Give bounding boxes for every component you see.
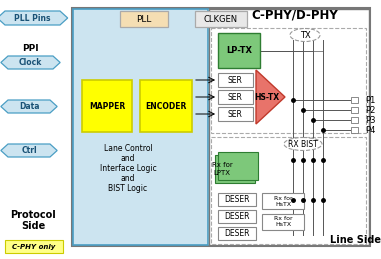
Bar (218, 152, 258, 180)
Text: Rx for: Rx for (274, 196, 292, 200)
Polygon shape (256, 70, 285, 124)
Bar (215, 155, 255, 183)
Text: P4: P4 (365, 126, 375, 134)
Text: DESER: DESER (224, 229, 250, 238)
Text: P2: P2 (365, 105, 375, 114)
Bar (218, 210, 256, 223)
Ellipse shape (284, 138, 322, 150)
Text: Clock: Clock (19, 58, 42, 67)
Text: BIST Logic: BIST Logic (109, 183, 147, 192)
Text: Rx for: Rx for (274, 217, 292, 221)
Text: PLL: PLL (136, 15, 152, 24)
Bar (351, 97, 358, 103)
Text: CLKGEN: CLKGEN (204, 15, 238, 24)
Text: C-PHY/D-PHY: C-PHY/D-PHY (251, 9, 338, 21)
Bar (218, 33, 260, 68)
Text: ENCODER: ENCODER (145, 102, 187, 111)
Bar (218, 73, 253, 87)
Text: Side: Side (21, 221, 45, 231)
Text: and: and (121, 174, 135, 183)
Bar (211, 28, 366, 133)
Polygon shape (1, 100, 57, 113)
Bar (72, 8, 370, 246)
Text: Lane Control: Lane Control (104, 143, 152, 153)
Polygon shape (1, 56, 60, 69)
Bar (351, 117, 358, 123)
Bar (73, 9, 208, 245)
Text: HsTX: HsTX (275, 202, 291, 206)
Bar (120, 11, 168, 27)
Text: DESER: DESER (224, 212, 250, 221)
Text: PPI: PPI (22, 44, 38, 53)
Bar (218, 193, 256, 206)
Text: SER: SER (227, 110, 242, 119)
Text: LPTX: LPTX (213, 170, 231, 176)
Text: SER: SER (227, 92, 242, 102)
Text: Interface Logic: Interface Logic (99, 163, 156, 172)
Bar (351, 127, 358, 133)
Bar (351, 107, 358, 113)
Bar (262, 193, 304, 209)
Polygon shape (0, 11, 68, 25)
Text: Ctrl: Ctrl (21, 146, 37, 155)
Text: RX BIST: RX BIST (288, 140, 318, 148)
Text: Line Side: Line Side (330, 235, 381, 245)
Bar (218, 227, 256, 240)
Text: PLL Pins: PLL Pins (14, 13, 51, 23)
Bar (262, 214, 304, 230)
Text: Rx for: Rx for (211, 162, 232, 168)
Bar (212, 158, 252, 186)
Text: Protocol: Protocol (10, 210, 56, 220)
Text: and: and (121, 154, 135, 162)
Bar (211, 137, 366, 244)
Text: Data: Data (19, 102, 39, 111)
Bar (82, 80, 132, 132)
Bar (140, 80, 192, 132)
Text: SER: SER (227, 76, 242, 84)
Polygon shape (1, 144, 57, 157)
Bar (5, 240, 63, 253)
Text: HsTX: HsTX (275, 222, 291, 227)
Text: LP-TX: LP-TX (226, 46, 252, 55)
Text: C-PHY only: C-PHY only (12, 243, 56, 249)
Text: DESER: DESER (224, 195, 250, 204)
Text: MAPPER: MAPPER (89, 102, 125, 111)
Text: HS-TX: HS-TX (255, 92, 280, 102)
Bar (195, 11, 247, 27)
Text: P3: P3 (365, 116, 376, 125)
Text: P1: P1 (365, 96, 375, 104)
Bar (209, 9, 369, 245)
Ellipse shape (290, 28, 320, 41)
Bar (218, 90, 253, 104)
Bar (218, 107, 253, 121)
Text: TX: TX (299, 31, 311, 40)
